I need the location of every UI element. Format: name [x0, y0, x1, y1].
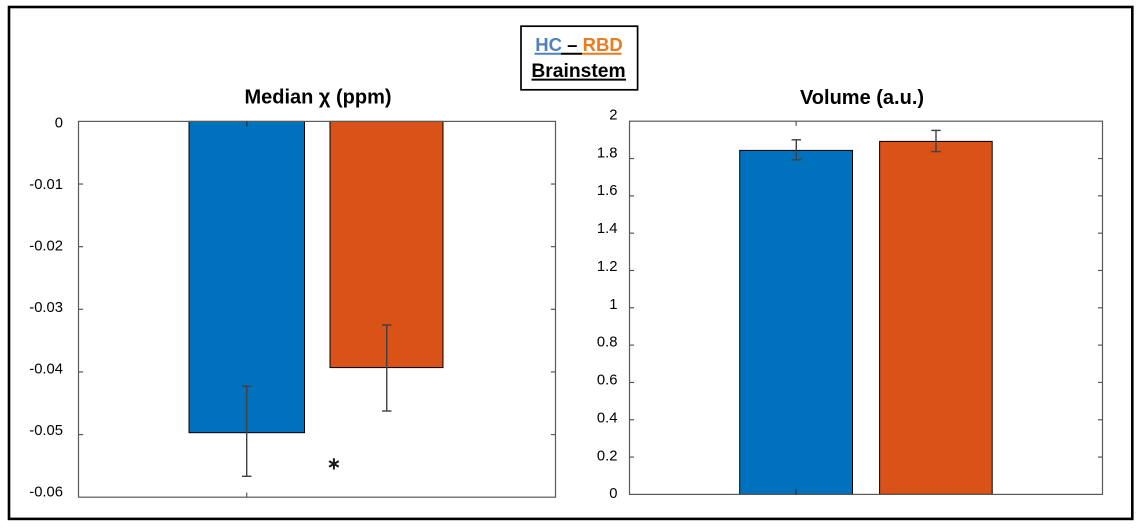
svg-text:0: 0 [55, 115, 63, 131]
svg-text:2: 2 [609, 107, 617, 123]
svg-text:0.8: 0.8 [597, 335, 618, 351]
svg-text:-0.02: -0.02 [29, 238, 63, 254]
svg-text:1.4: 1.4 [597, 221, 618, 237]
svg-text:0: 0 [609, 486, 617, 502]
svg-text:1.6: 1.6 [597, 183, 618, 199]
svg-text:-0.04: -0.04 [29, 361, 63, 377]
svg-text:1.8: 1.8 [597, 145, 618, 161]
svg-text:-0.03: -0.03 [29, 300, 63, 316]
svg-text:0.4: 0.4 [597, 410, 618, 426]
svg-text:0.6: 0.6 [597, 373, 618, 389]
svg-text:Volume (a.u.): Volume (a.u.) [800, 87, 924, 109]
svg-text:1.2: 1.2 [597, 259, 618, 275]
svg-text:-0.05: -0.05 [29, 423, 63, 439]
svg-text:1: 1 [609, 297, 617, 313]
svg-text:Brainstem: Brainstem [531, 61, 625, 82]
svg-text:HC – RBD: HC – RBD [535, 34, 622, 55]
svg-text:Median χ (ppm): Median χ (ppm) [244, 86, 391, 108]
svg-text:0.2: 0.2 [597, 448, 618, 464]
svg-text:-0.06: -0.06 [29, 484, 63, 500]
svg-text:-0.01: -0.01 [29, 177, 63, 193]
